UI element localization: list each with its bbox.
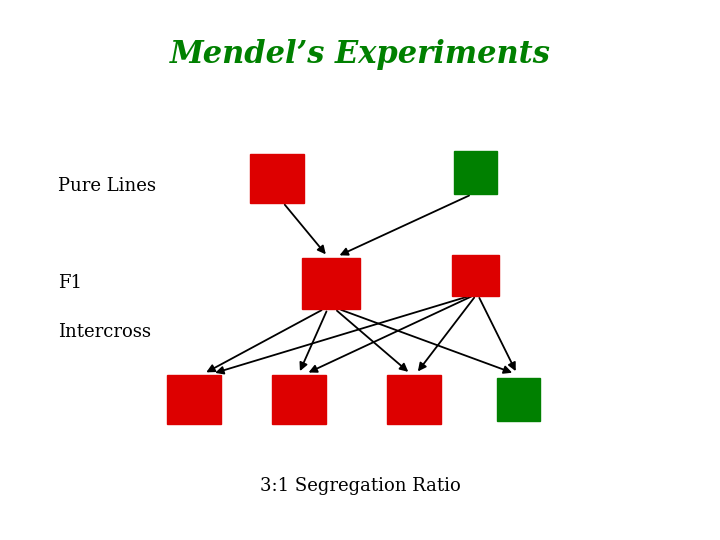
Text: F1: F1 [58, 274, 81, 293]
Text: Intercross: Intercross [58, 323, 150, 341]
Bar [302, 258, 360, 309]
Bar [454, 151, 497, 194]
Text: 3:1 Segregation Ratio: 3:1 Segregation Ratio [260, 477, 460, 495]
Bar [167, 375, 222, 424]
Bar [387, 375, 441, 424]
Text: Mendel’s Experiments: Mendel’s Experiments [170, 38, 550, 70]
Bar [272, 375, 325, 424]
Bar [497, 378, 540, 421]
Text: Pure Lines: Pure Lines [58, 177, 156, 195]
Bar [251, 154, 305, 202]
Bar [452, 255, 499, 296]
